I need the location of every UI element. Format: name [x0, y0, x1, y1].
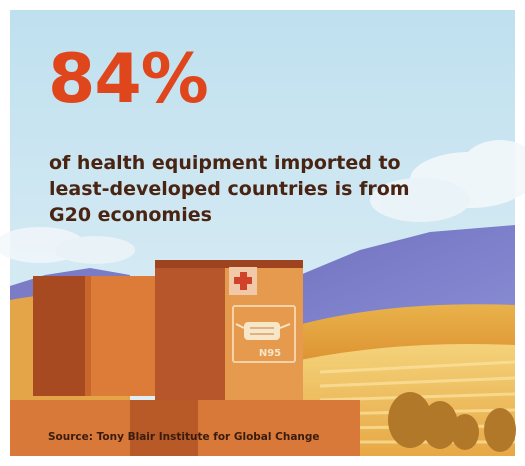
trees: [388, 392, 516, 452]
cloud-right: [370, 140, 525, 222]
medical-cross-icon: [229, 267, 257, 295]
stat-caption: of health equipment imported to least-de…: [49, 152, 410, 226]
mask-label-icon: N95: [232, 305, 296, 363]
stat-percentage: 84%: [48, 40, 209, 119]
box-front: [10, 400, 360, 456]
mask-label-text: N95: [259, 348, 281, 359]
source-credit: Source: Tony Blair Institute for Global …: [48, 431, 320, 443]
box-left: [33, 276, 171, 396]
cloud-left: [0, 227, 135, 264]
